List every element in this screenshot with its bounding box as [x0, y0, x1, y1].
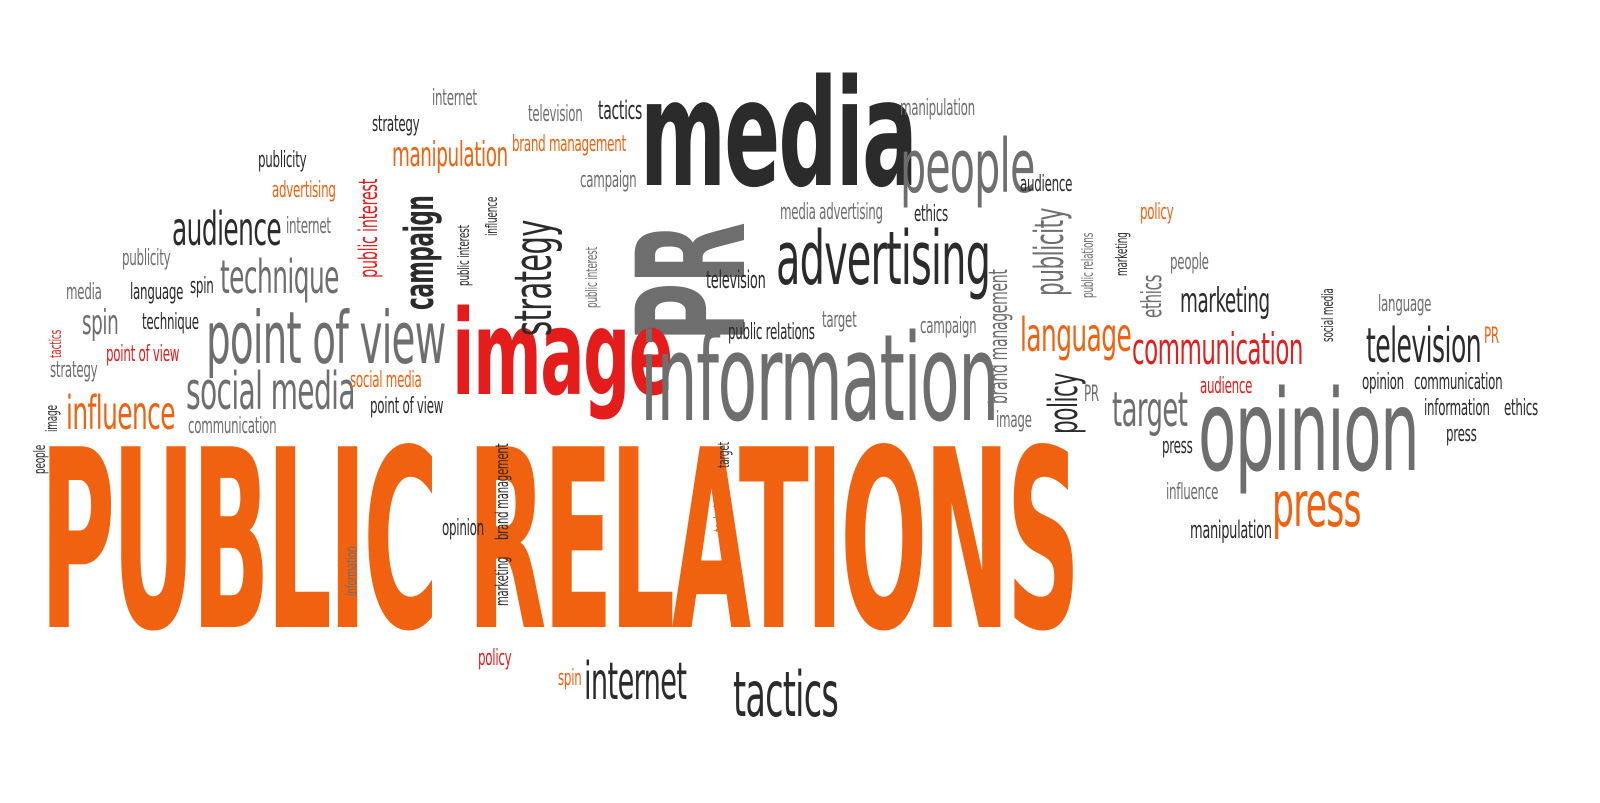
word-communication-small: communication — [188, 414, 277, 439]
word-language: language — [1020, 308, 1132, 362]
word-influence: influence — [66, 386, 176, 440]
word-pr-right: PR — [1484, 324, 1499, 349]
word-communication: communication — [1132, 324, 1303, 375]
word-image: image — [452, 284, 673, 422]
word-ethics-right: ethics — [1504, 396, 1538, 421]
word-public-interest-vertical-2: public interest — [454, 225, 473, 286]
word-tactics-vertical: tactics — [46, 329, 65, 358]
word-target-small: target — [822, 308, 857, 333]
word-strategy-top: strategy — [372, 112, 420, 137]
word-tactics-bottom: tactics — [733, 658, 839, 731]
word-image-small: image — [996, 408, 1032, 433]
word-manipulation-lower: manipulation — [1190, 516, 1272, 544]
word-press: press — [1272, 468, 1362, 541]
word-point-of-view: point of view — [206, 296, 446, 380]
word-people-vertical: people — [30, 444, 49, 474]
word-television: television — [1366, 318, 1482, 374]
word-opinion-small: opinion — [1362, 370, 1404, 395]
word-publicity-top: publicity — [258, 148, 307, 173]
word-press-small-2: press — [1162, 434, 1193, 459]
word-advertising: advertising — [776, 216, 991, 302]
word-television-mid: television — [706, 266, 766, 294]
word-spin-bottom: spin — [558, 666, 582, 691]
word-policy-small: policy — [1140, 200, 1174, 225]
word-point-of-view-small: point of view — [106, 342, 180, 367]
word-internet-small: internet — [286, 214, 331, 239]
word-brand-management-vertical: brand management — [492, 443, 513, 540]
word-technique: technique — [220, 250, 339, 304]
word-brand-management-vertical-2: brand management — [984, 269, 1014, 404]
public-relations-headline: PUBLIC RELATIONS — [40, 398, 1080, 686]
word-internet-top: internet — [432, 86, 477, 111]
word-audience-right: audience — [1200, 374, 1253, 399]
word-tactics-top: tactics — [598, 96, 643, 126]
word-brand-management-top: brand management — [512, 132, 626, 157]
word-advertising-small: advertising — [272, 178, 336, 203]
word-campaign-small: campaign — [580, 168, 637, 193]
word-manipulation-right: manipulation — [900, 96, 975, 121]
word-press-small: press — [1446, 422, 1477, 447]
word-public-relations-vertical: public relations — [1078, 232, 1097, 298]
word-media: media — [640, 48, 918, 220]
word-technique-vertical: technique — [710, 489, 729, 532]
word-ethics-vertical: ethics — [1135, 274, 1168, 318]
word-audience-small: audience — [1020, 172, 1073, 197]
word-target-vertical: target — [714, 442, 733, 468]
word-campaign-mid: campaign — [920, 314, 977, 339]
word-marketing: marketing — [1180, 281, 1270, 321]
word-opinion-mid: opinion — [442, 516, 484, 541]
word-public-relations-small: public relations — [728, 320, 815, 345]
word-social-media: social media — [186, 362, 356, 422]
word-campaign-vertical: campaign — [397, 195, 443, 310]
word-point-of-view-small-2: point of view — [370, 394, 444, 419]
word-opinion: opinion — [1198, 367, 1420, 497]
word-audience: audience — [172, 202, 282, 256]
word-image-vertical: image — [42, 405, 61, 432]
word-influence-vertical: influence — [482, 196, 501, 236]
word-communication-right: communication — [1414, 370, 1503, 395]
word-media-advertising: media advertising — [780, 200, 883, 225]
word-social-media-small: social media — [350, 368, 422, 393]
word-influence-right: influence — [1166, 480, 1219, 505]
word-information: information — [640, 310, 999, 449]
word-social-media-vertical: social media — [1318, 288, 1337, 342]
word-information-vertical: information — [342, 546, 361, 596]
word-media-small: media — [66, 280, 102, 305]
word-people-small: people — [1170, 250, 1209, 275]
word-public-interest-vertical: public interest — [354, 178, 384, 278]
word-publicity-vertical: publicity — [1027, 208, 1073, 296]
word-publicity-small: publicity — [122, 246, 171, 271]
word-target: target — [1112, 382, 1188, 438]
word-marketing-vertical: marketing — [492, 556, 513, 606]
word-ethics-small: ethics — [914, 202, 948, 227]
word-strategy-small: strategy — [50, 358, 98, 383]
word-public-interest-vertical-3: public interest — [582, 247, 601, 308]
word-strategy-vertical: strategy — [504, 220, 564, 336]
word-information-small: information — [1424, 396, 1490, 421]
word-manipulation-top: manipulation — [392, 135, 508, 175]
word-spin-small: spin — [190, 274, 214, 299]
word-language-right: language — [1378, 292, 1432, 317]
word-policy-bottom: policy — [478, 646, 512, 671]
word-spin-medium: spin — [82, 303, 119, 343]
word-technique-small: technique — [142, 310, 199, 335]
word-people: people — [900, 124, 1035, 210]
word-language-small: language — [130, 280, 184, 305]
word-policy-vertical: policy — [1041, 373, 1087, 434]
word-internet-bottom: internet — [584, 652, 687, 712]
word-television-top: television — [528, 102, 583, 127]
word-marketing-vertical-2: marketing — [1112, 232, 1131, 276]
word-pr-small: PR — [1084, 382, 1099, 407]
